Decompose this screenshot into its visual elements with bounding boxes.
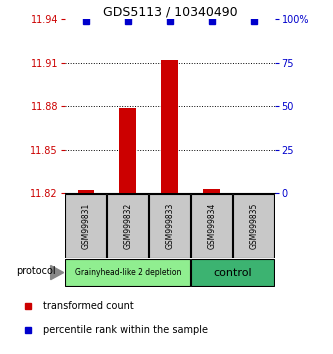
Text: transformed count: transformed count [43,301,134,310]
Bar [120,108,136,193]
Title: GDS5113 / 10340490: GDS5113 / 10340490 [103,5,237,18]
Text: GSM999831: GSM999831 [81,202,91,249]
Bar [78,190,94,193]
Polygon shape [51,266,64,280]
FancyBboxPatch shape [149,194,190,258]
FancyBboxPatch shape [107,194,149,258]
Text: control: control [213,268,252,278]
FancyBboxPatch shape [233,194,274,258]
Text: GSM999834: GSM999834 [207,202,216,249]
Text: Grainyhead-like 2 depletion: Grainyhead-like 2 depletion [75,268,181,277]
FancyBboxPatch shape [191,194,232,258]
Bar [162,60,178,193]
Text: GSM999832: GSM999832 [123,202,133,249]
Text: percentile rank within the sample: percentile rank within the sample [43,325,208,336]
FancyBboxPatch shape [65,194,107,258]
Text: GSM999833: GSM999833 [165,202,174,249]
Text: protocol: protocol [16,266,56,276]
Bar [203,189,220,193]
FancyBboxPatch shape [191,259,274,286]
Text: GSM999835: GSM999835 [249,202,258,249]
FancyBboxPatch shape [65,259,190,286]
